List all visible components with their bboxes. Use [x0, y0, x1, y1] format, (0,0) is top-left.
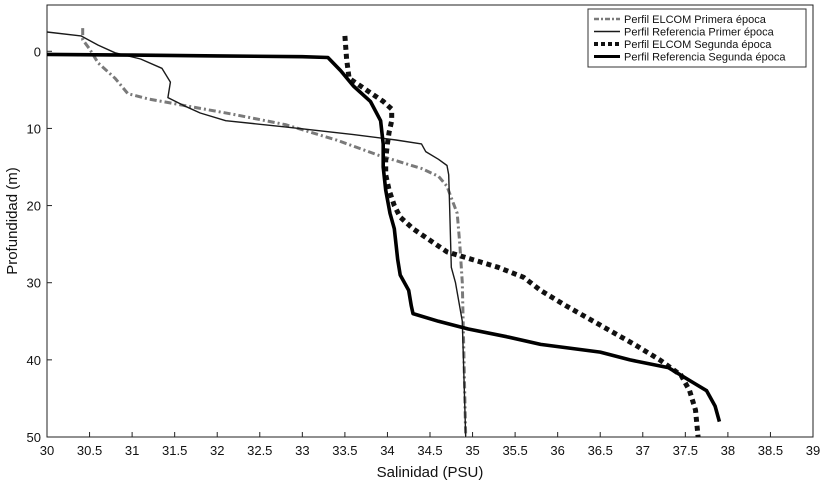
y-tick-label: 40	[27, 353, 41, 368]
x-tick-label: 31	[125, 443, 139, 458]
x-tick-label: 35	[465, 443, 479, 458]
x-tick-label: 33.5	[332, 443, 357, 458]
legend-box	[587, 8, 807, 68]
legend-label-2: Perfil Referencia Primer época	[624, 27, 775, 39]
x-tick-label: 39	[806, 443, 820, 458]
x-tick-label: 36.5	[588, 443, 613, 458]
x-tick-label: 38	[721, 443, 735, 458]
x-tick-label: 37.5	[673, 443, 698, 458]
x-tick-label: 30	[40, 443, 54, 458]
legend-label-1: Perfil ELCOM Primera época	[624, 14, 767, 26]
x-tick-label: 30.5	[77, 443, 102, 458]
x-tick-label: 38.5	[758, 443, 783, 458]
x-tick-label: 36	[550, 443, 564, 458]
y-tick-label: 50	[27, 430, 41, 445]
y-axis-title: Profundidad (m)	[4, 167, 21, 275]
x-axis-title: Salinidad (PSU)	[377, 464, 484, 481]
series-layer	[46, 28, 722, 438]
x-tick-label: 34	[380, 443, 394, 458]
axes: 30 30.5 31 31.5 32 32.5 33 33.5 34 34.5 35 35.5 36 36…	[27, 4, 820, 458]
x-tick-label: 34.5	[417, 443, 442, 458]
plot-frame	[46, 4, 814, 438]
x-tick-label: 32	[210, 443, 224, 458]
y-tick-label: 30	[27, 276, 41, 291]
x-tick-label: 31.5	[162, 443, 187, 458]
series-line-2	[46, 31, 467, 438]
x-tick-label: 35.5	[502, 443, 527, 458]
x-tick-label: 37	[636, 443, 650, 458]
x-tick-label: 32.5	[247, 443, 272, 458]
x-tick-label: 33	[295, 443, 309, 458]
y-tick-label: 0	[34, 44, 41, 59]
series-line-4	[46, 52, 722, 423]
y-tick-label: 20	[27, 199, 41, 214]
legend-label-4: Perfil Referencia Segunda época	[624, 52, 786, 64]
y-tick-label: 10	[27, 121, 41, 136]
legend-label-3: Perfil ELCOM Segunda época	[624, 39, 772, 51]
series-line-1	[81, 28, 468, 438]
series-line-3	[342, 35, 701, 438]
